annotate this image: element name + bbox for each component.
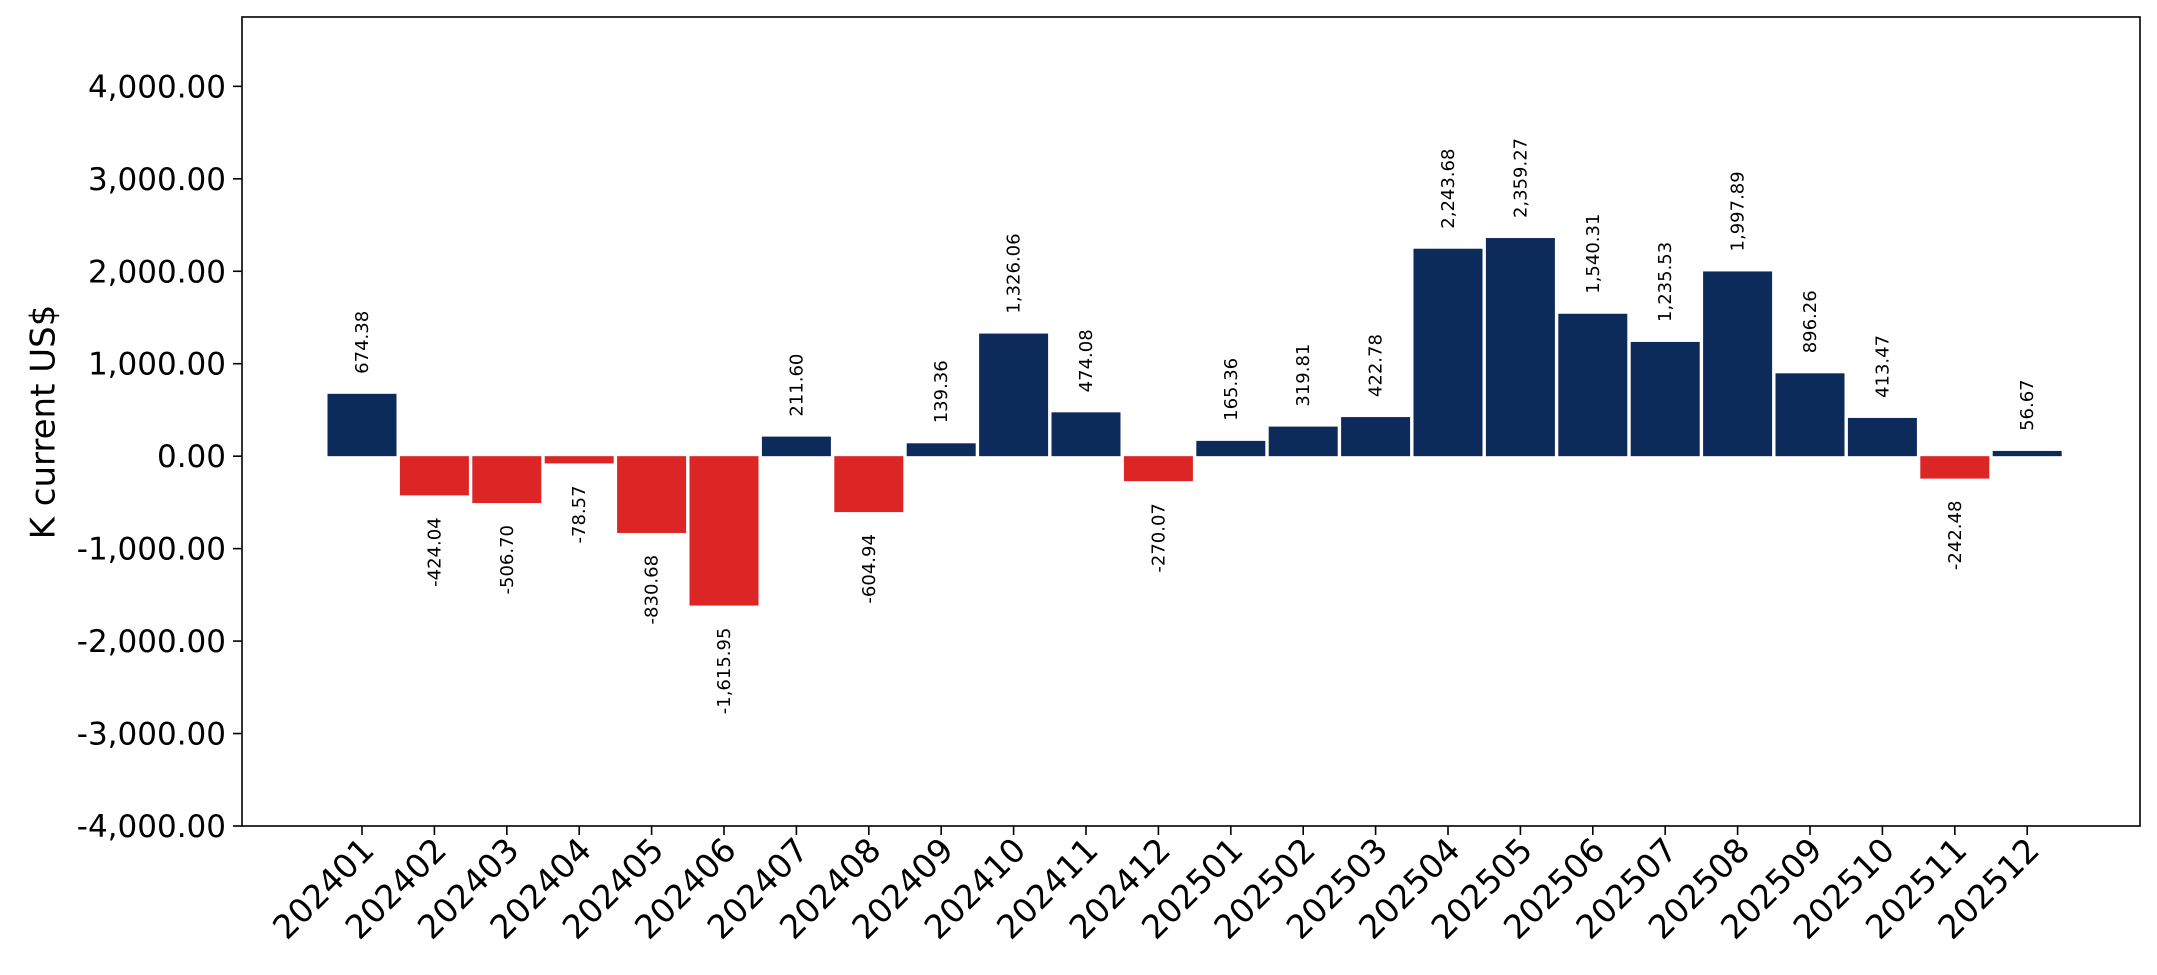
value-labels-group: 674.38 -424.04 -506.70 -78.57 -830.68 -1,615.…: [352, 138, 2038, 714]
bar-202408: [834, 456, 904, 513]
bar-202407: [761, 436, 831, 457]
bar-202502: [1268, 426, 1338, 457]
value-label-202509: 896.26: [1800, 290, 1821, 353]
bar-202404: [544, 456, 614, 464]
value-label-202508: 1,997.89: [1728, 171, 1749, 251]
bars-group: [327, 238, 2062, 606]
y-tick-label: 3,000.00: [88, 162, 226, 198]
y-axis-label: K current US$: [24, 305, 64, 540]
bar-202503: [1341, 417, 1411, 457]
bar-202510: [1847, 417, 1917, 457]
value-label-202404: -78.57: [569, 485, 590, 543]
value-label-202506: 1,540.31: [1583, 214, 1604, 294]
value-label-202507: 1,235.53: [1655, 242, 1676, 322]
plot-frame: [241, 16, 2141, 827]
value-label-202502: 319.81: [1293, 344, 1314, 407]
y-tick-label: -4,000.00: [77, 809, 226, 845]
value-label-202408: -604.94: [859, 534, 880, 603]
y-tick-label: 2,000.00: [88, 254, 226, 290]
value-label-202512: 56.67: [2017, 379, 2038, 431]
value-label-202503: 422.78: [1366, 334, 1387, 397]
bar-202412: [1123, 456, 1193, 482]
value-label-202410: 1,326.06: [1004, 233, 1025, 313]
y-tick-label: -3,000.00: [77, 717, 226, 753]
y-tick-label: -1,000.00: [77, 532, 226, 568]
bar-202508: [1703, 271, 1773, 457]
y-tick-label: 1,000.00: [88, 347, 226, 383]
bar-202401: [327, 393, 397, 457]
value-label-202402: -424.04: [424, 517, 445, 586]
bar-202501: [1196, 440, 1266, 457]
bar-202403: [472, 456, 542, 504]
bar-202504: [1413, 248, 1483, 457]
value-label-202504: 2,243.68: [1438, 149, 1459, 229]
value-label-202501: 165.36: [1221, 358, 1242, 421]
y-tick-label: 0.00: [157, 439, 226, 475]
bar-202402: [399, 456, 469, 496]
x-axis: 2024012024022024032024042024052024062024…: [265, 826, 2047, 947]
value-label-202409: 139.36: [931, 360, 952, 423]
value-label-202411: 474.08: [1076, 329, 1097, 392]
bar-202411: [1051, 412, 1121, 457]
y-tick-label: -2,000.00: [77, 624, 226, 660]
bar-202505: [1485, 238, 1555, 457]
value-label-202510: 413.47: [1872, 335, 1893, 398]
value-label-202401: 674.38: [352, 311, 373, 374]
bar-202406: [689, 456, 759, 606]
value-label-202406: -1,615.95: [714, 628, 735, 715]
value-label-202511: -242.48: [1945, 501, 1966, 570]
bar-202410: [979, 333, 1049, 457]
bar-202507: [1630, 341, 1700, 457]
value-label-202407: 211.60: [786, 354, 807, 417]
bar-202405: [617, 456, 687, 533]
bar-202409: [906, 443, 976, 457]
value-label-202403: -506.70: [497, 525, 518, 594]
bar-202511: [1920, 456, 1990, 479]
value-label-202505: 2,359.27: [1510, 138, 1531, 218]
value-label-202405: -830.68: [642, 555, 663, 624]
bar-202512: [1992, 450, 2062, 457]
bar-202506: [1558, 313, 1628, 457]
y-tick-label: 4,000.00: [88, 69, 226, 105]
value-label-202412: -270.07: [1148, 503, 1169, 572]
bar-202509: [1775, 373, 1845, 457]
y-axis: -4,000.00 -3,000.00 -2,000.00 -1,000.00 0.00…: [77, 69, 242, 845]
